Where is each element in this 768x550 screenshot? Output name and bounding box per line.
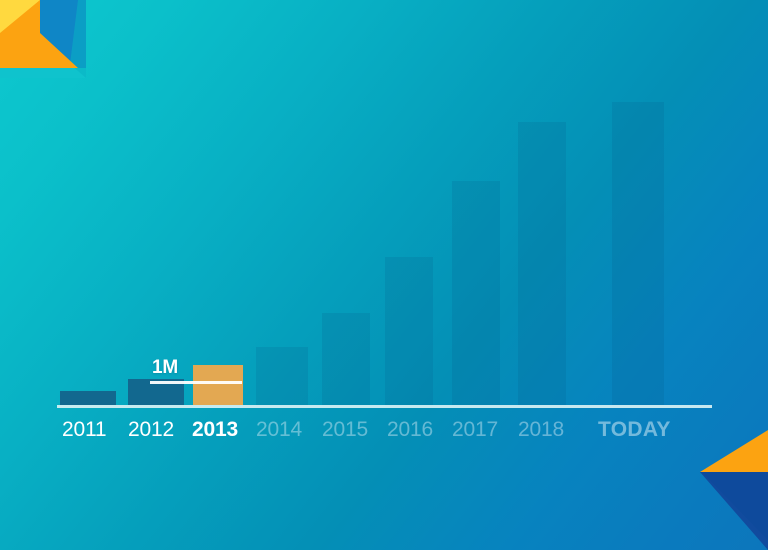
- axis-label-today: TODAY: [598, 418, 671, 441]
- bar-2016: [385, 257, 433, 405]
- callout-1m: 1M: [150, 358, 242, 384]
- bar-today: [612, 102, 664, 405]
- bar-2013: [193, 365, 243, 405]
- bar-2014: [256, 347, 308, 405]
- bar-2011: [60, 391, 116, 405]
- axis-label-2018: 2018: [518, 418, 564, 441]
- axis-label-2012: 2012: [128, 418, 174, 441]
- callout-leader-line: [150, 381, 242, 384]
- callout-value-label: 1M: [152, 357, 178, 378]
- axis-label-2017: 2017: [452, 418, 498, 441]
- bar-2018: [518, 122, 566, 405]
- axis-label-2011: 2011: [62, 418, 107, 441]
- bar-2017: [452, 181, 500, 405]
- axis-label-row: 2011 2012 2013 2014 2015 2016 2017 2018 …: [0, 416, 768, 442]
- axis-label-2016: 2016: [387, 418, 433, 441]
- axis-baseline: [57, 405, 712, 408]
- bar-2015: [322, 313, 370, 405]
- axis-label-2013: 2013: [192, 418, 238, 441]
- axis-label-2015: 2015: [322, 418, 368, 441]
- axis-label-2014: 2014: [256, 418, 302, 441]
